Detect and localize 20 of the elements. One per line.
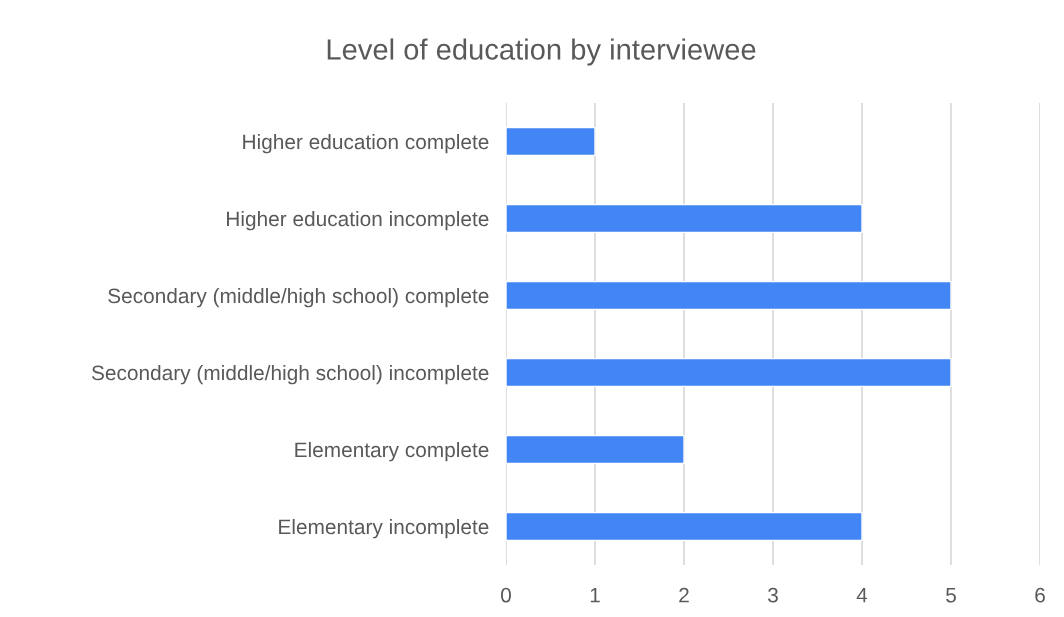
chart-title: Level of education by interviewee	[327, 38, 756, 66]
bar	[506, 511, 863, 542]
y-tick-label: Secondary (middle/high school) incomplete	[91, 364, 489, 385]
bar	[506, 434, 685, 465]
x-tick-label: 6	[1035, 587, 1045, 603]
y-tick-label: Higher education complete	[243, 133, 489, 154]
y-tick-label: Secondary (middle/high school) complete	[108, 287, 489, 308]
x-tick-label: 5	[946, 587, 956, 603]
x-tick-label: 3	[768, 587, 778, 603]
x-tick-label: 0	[501, 587, 511, 603]
y-tick-label: Higher education incomplete	[227, 210, 489, 231]
bar	[506, 203, 863, 234]
bar	[506, 357, 952, 388]
x-tick-label: 1	[590, 587, 600, 603]
bar	[506, 280, 952, 311]
bar	[506, 126, 596, 157]
y-tick-label: Elementary complete	[295, 441, 489, 462]
x-tick-label: 4	[856, 587, 868, 603]
y-tick-label: Elementary incomplete	[279, 518, 489, 539]
x-tick-label: 2	[679, 587, 689, 603]
